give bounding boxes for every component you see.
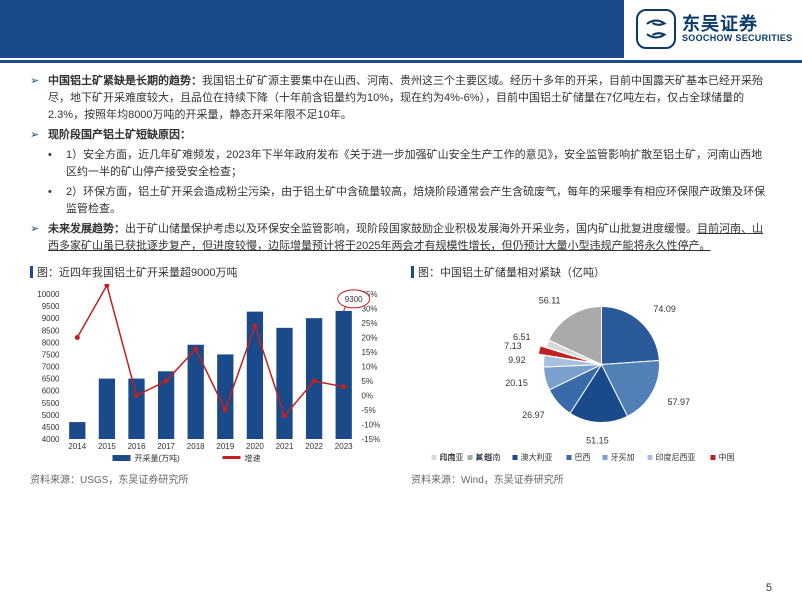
pie-chart: 74.09 57.97 51.15 26.97 20.15 9.92 7.136.51 56.… [411, 284, 772, 469]
svg-text:57.97: 57.97 [668, 398, 691, 408]
paragraph-2-2: 2）环保方面，铝土矿开采会造成粉尘污染，由于铝土矿中含硫量较高，焙烧阶段通常会产… [66, 184, 772, 218]
chart1-title: 图：近四年我国铝土矿开采量超9000万吨 [37, 264, 237, 280]
svg-text:-5%: -5% [362, 406, 376, 415]
svg-text:2014: 2014 [68, 442, 86, 451]
svg-text:25%: 25% [362, 319, 378, 328]
company-logo: 东吴证券 SOOCHOW SECURITIES [632, 0, 802, 58]
bullet-dot-icon: • [48, 184, 66, 218]
paragraph-2-1: 1）安全方面，近几年矿难频发，2023年下半年政府发布《关于进一步加强矿山安全生… [66, 147, 772, 181]
svg-text:印度尼西亚: 印度尼西亚 [656, 452, 696, 462]
svg-text:印度: 印度 [440, 452, 456, 462]
bullet-dot-icon: • [48, 147, 66, 181]
svg-text:中国: 中国 [719, 452, 735, 462]
svg-text:开采量(万吨): 开采量(万吨) [135, 453, 181, 463]
svg-text:9.92: 9.92 [508, 356, 526, 366]
chart-title-bar-icon [30, 266, 33, 278]
svg-text:10%: 10% [362, 363, 378, 372]
svg-text:-10%: -10% [362, 421, 381, 430]
bullet-arrow-icon: ➢ [30, 127, 48, 144]
svg-text:7000: 7000 [42, 363, 60, 372]
body-text: ➢ 中国铝土矿紧缺是长期的趋势：我国铝土矿矿源主要集中在山西、河南、贵州这三个主… [0, 63, 802, 255]
svg-text:2023: 2023 [335, 442, 353, 451]
svg-text:10000: 10000 [37, 290, 60, 299]
chart2-source: 资料来源：Wind，东吴证券研究所 [411, 471, 772, 486]
header-blue-bar [0, 0, 624, 58]
svg-text:0%: 0% [362, 392, 374, 401]
paragraph-3: 未来发展趋势：出于矿山储量保护考虑以及环保安全监管影响，现阶段国家鼓励企业积极发… [48, 221, 772, 255]
bullet-arrow-icon: ➢ [30, 221, 48, 255]
svg-text:26.97: 26.97 [522, 410, 545, 420]
svg-text:56.11: 56.11 [539, 296, 561, 306]
logo-cn-text: 东吴证券 [682, 15, 792, 33]
svg-text:增速: 增速 [245, 453, 261, 463]
svg-text:2021: 2021 [276, 442, 294, 451]
svg-text:牙买加: 牙买加 [611, 452, 635, 462]
svg-text:15%: 15% [362, 348, 378, 357]
chart2-title: 图：中国铝土矿储量相对紧缺（亿吨） [418, 264, 605, 280]
svg-text:4500: 4500 [42, 423, 60, 432]
page-number: 5 [766, 582, 772, 594]
bullet-arrow-icon: ➢ [30, 73, 48, 124]
svg-text:20.15: 20.15 [505, 379, 528, 389]
svg-text:20%: 20% [362, 334, 378, 343]
svg-text:6.51: 6.51 [513, 333, 531, 343]
paragraph-1: 中国铝土矿紧缺是长期的趋势：我国铝土矿矿源主要集中在山西、河南、贵州这三个主要区… [48, 73, 772, 124]
svg-text:7.13: 7.13 [504, 341, 522, 351]
svg-text:2016: 2016 [128, 442, 146, 451]
paragraph-2-head: 现阶段国产铝土矿短缺原因： [48, 127, 191, 144]
svg-text:9000: 9000 [42, 315, 60, 324]
svg-text:2020: 2020 [246, 442, 264, 451]
svg-text:7500: 7500 [42, 351, 60, 360]
svg-text:巴西: 巴西 [575, 453, 591, 462]
svg-text:2018: 2018 [187, 442, 205, 451]
svg-text:6500: 6500 [42, 375, 60, 384]
logo-en-text: SOOCHOW SECURITIES [682, 33, 792, 43]
svg-text:6000: 6000 [42, 387, 60, 396]
svg-text:2015: 2015 [98, 442, 116, 451]
svg-text:5000: 5000 [42, 411, 60, 420]
chart1-source: 资料来源：USGS，东吴证券研究所 [30, 471, 391, 486]
svg-text:74.09: 74.09 [653, 304, 676, 314]
svg-text:9500: 9500 [42, 303, 60, 312]
svg-text:澳大利亚: 澳大利亚 [521, 452, 553, 462]
bar-line-chart: 4000 4500 5000 5500 6000 6500 7000 7500 8000 8500… [30, 284, 391, 469]
slide-header: 东吴证券 SOOCHOW SECURITIES [0, 0, 802, 58]
svg-text:5%: 5% [362, 377, 374, 386]
chart-title-bar-icon [411, 266, 414, 278]
svg-text:5500: 5500 [42, 399, 60, 408]
bar-line-chart-box: 图：近四年我国铝土矿开采量超9000万吨 4000 4500 5000 5500 600… [30, 264, 391, 469]
pie-chart-box: 图：中国铝土矿储量相对紧缺（亿吨） 74.09 57.97 51.15 26.97 20… [411, 264, 772, 469]
svg-text:2019: 2019 [216, 442, 234, 451]
svg-text:其他: 其他 [476, 452, 492, 462]
svg-text:-15%: -15% [362, 435, 381, 444]
svg-text:4000: 4000 [42, 435, 60, 444]
svg-text:2022: 2022 [305, 442, 323, 451]
svg-text:8000: 8000 [42, 339, 60, 348]
svg-text:51.15: 51.15 [586, 436, 609, 446]
svg-text:9300: 9300 [345, 295, 363, 304]
svg-text:2017: 2017 [157, 442, 175, 451]
logo-icon [636, 9, 676, 49]
svg-text:8500: 8500 [42, 327, 60, 336]
